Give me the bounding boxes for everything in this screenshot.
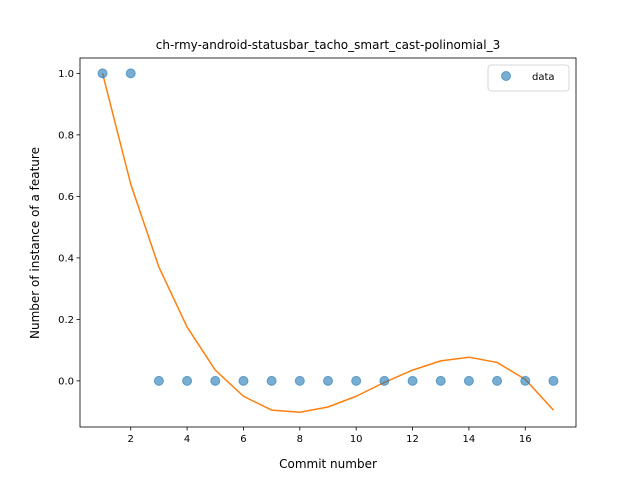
data-point: [548, 375, 559, 386]
data-point: [182, 375, 193, 386]
x-tick-label: 6: [240, 434, 246, 445]
data-point: [351, 375, 362, 386]
x-tick-label: 16: [519, 434, 532, 445]
data-point: [520, 375, 531, 386]
x-tick-label: 14: [463, 434, 476, 445]
y-tick-label: 0.2: [58, 315, 74, 326]
data-point: [435, 375, 446, 386]
legend-marker-data: [501, 71, 511, 81]
legend: data: [487, 64, 570, 92]
x-tick-label: 2: [128, 434, 134, 445]
x-ticks: 2 4 6 8 10 12 14 16: [128, 427, 532, 445]
y-ticks: 0.0 0.2 0.4 0.6 0.8 1.0: [58, 69, 80, 387]
data-point: [238, 375, 249, 386]
data-point: [153, 375, 164, 386]
x-tick-label: 4: [184, 434, 190, 445]
fit-line-layer: [101, 73, 555, 413]
data-point: [379, 375, 390, 386]
data-points-layer: [97, 68, 559, 386]
data-point: [125, 68, 136, 79]
x-tick-label: 8: [297, 434, 303, 445]
y-tick-label: 0.4: [58, 253, 74, 264]
y-tick-label: 0.8: [58, 130, 74, 141]
x-tick-label: 12: [406, 434, 419, 445]
data-point: [492, 375, 503, 386]
x-tick-label: 10: [350, 434, 363, 445]
data-point: [210, 375, 221, 386]
data-point: [266, 375, 277, 386]
y-tick-label: 0.6: [58, 192, 74, 203]
data-point: [463, 375, 474, 386]
data-point: [407, 375, 418, 386]
y-tick-label: 1.0: [58, 69, 74, 80]
data-point: [323, 375, 333, 386]
plot-area: [80, 58, 576, 427]
legend-label-data: data: [532, 72, 555, 83]
chart-title: ch-rmy-android-statusbar_tacho_smart_cas…: [156, 38, 501, 52]
y-tick-label: 0.0: [58, 376, 74, 387]
data-point: [97, 68, 108, 79]
plot-frame: [79, 57, 577, 428]
fit-line: [101, 73, 555, 413]
y-axis-label: Number of instance of a feature: [28, 147, 42, 339]
data-point: [294, 375, 305, 386]
x-axis-label: Commit number: [279, 457, 377, 471]
legend-box: [487, 64, 570, 92]
